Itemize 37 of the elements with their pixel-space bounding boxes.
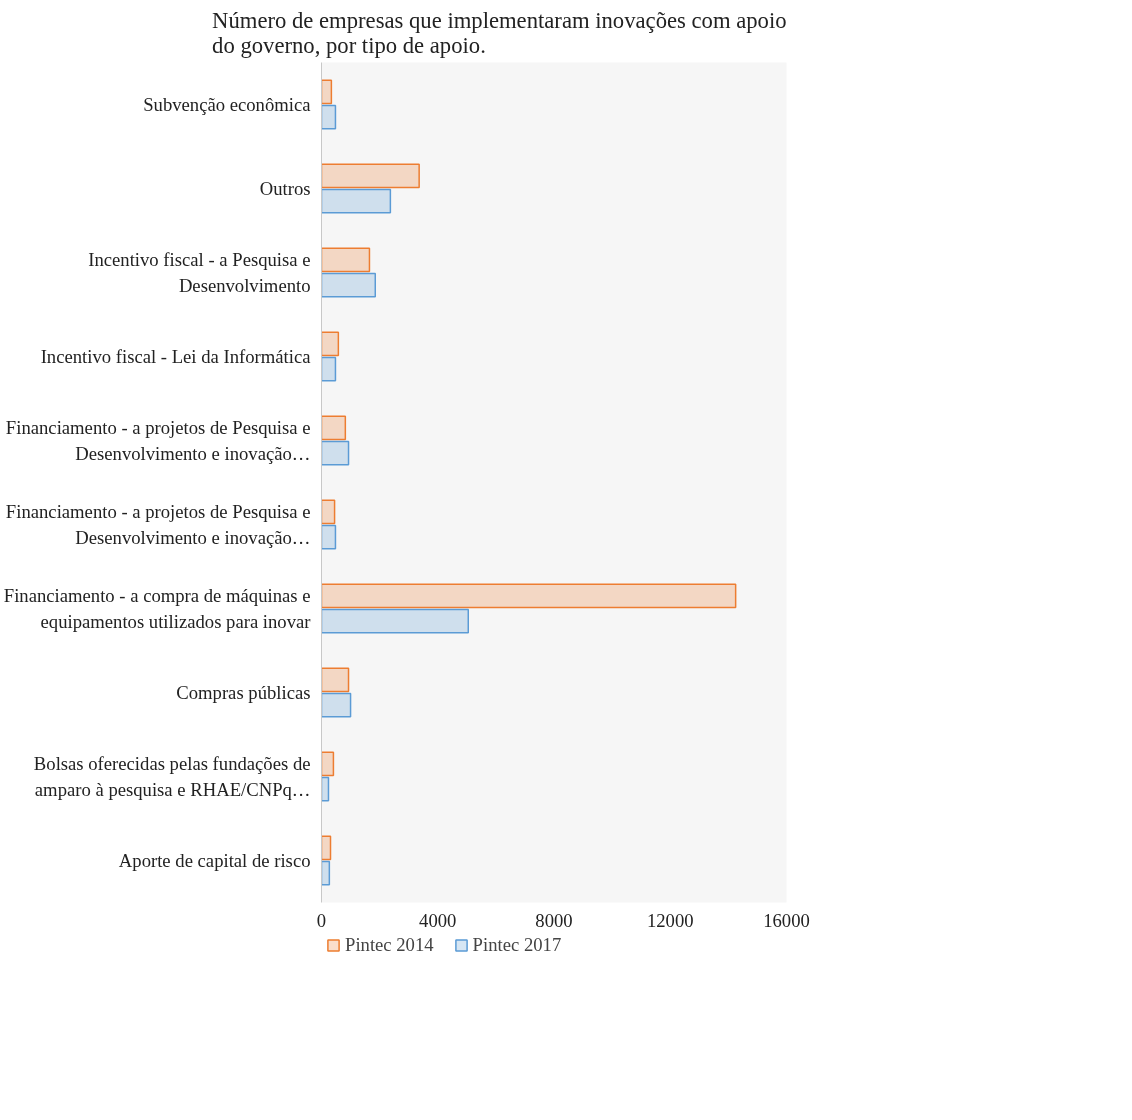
y-tick-label: Incentivo fiscal - a Pesquisa e Desenvolvimento: [88, 249, 311, 296]
y-tick-label: Financiamento - a compra de máquinas e equipamentos utilizados para inovar: [3, 585, 312, 632]
x-tick-label: 4000: [419, 909, 457, 931]
y-tick-label: Compras públicas: [176, 682, 311, 703]
bar: [321, 835, 332, 861]
bar: [321, 247, 371, 273]
bar: [321, 751, 335, 777]
x-tick-label: 16000: [763, 909, 810, 931]
bar: [321, 188, 392, 214]
bar: [321, 692, 352, 718]
x-tick-label: 0: [316, 909, 327, 931]
bar: [321, 331, 340, 357]
y-tick-label: Aporte de capital de risco: [118, 850, 311, 871]
bar: [321, 440, 350, 466]
bar: [321, 272, 377, 298]
chart-title: Número de empresas que implementaram inovações com apoio do governo, por tipo de apoio.: [212, 7, 787, 58]
bar: [321, 860, 331, 886]
y-tick-label: Financiamento - a projetos de Pesquisa e Desenvolvimento e inovação…: [5, 501, 311, 548]
x-tick-label: 12000: [646, 909, 694, 931]
y-tick-label: Bolsas oferecidas pelas fundações de amparo à pesquisa e RHAE/CNPq…: [33, 753, 311, 800]
bar: [321, 608, 470, 634]
y-tick-label: Outros: [259, 178, 311, 199]
bar: [321, 104, 337, 130]
legend-label: Pintec 2014: [345, 934, 434, 956]
legend-label: Pintec 2017: [472, 934, 562, 956]
bar: [321, 356, 337, 382]
y-tick-label: Incentivo fiscal - Lei da Informática: [40, 346, 312, 367]
bar: [321, 583, 737, 609]
bar: [321, 667, 350, 693]
bar: [321, 79, 333, 105]
bar: [321, 499, 336, 525]
bar: [321, 415, 347, 441]
bar: [321, 524, 337, 550]
x-tick-label: 8000: [535, 909, 573, 931]
y-tick-label: Financiamento - a projetos de Pesquisa e Desenvolvimento e inovação…: [5, 417, 311, 464]
bar: [321, 163, 420, 189]
y-tick-label: Subvenção econômica: [143, 94, 312, 115]
